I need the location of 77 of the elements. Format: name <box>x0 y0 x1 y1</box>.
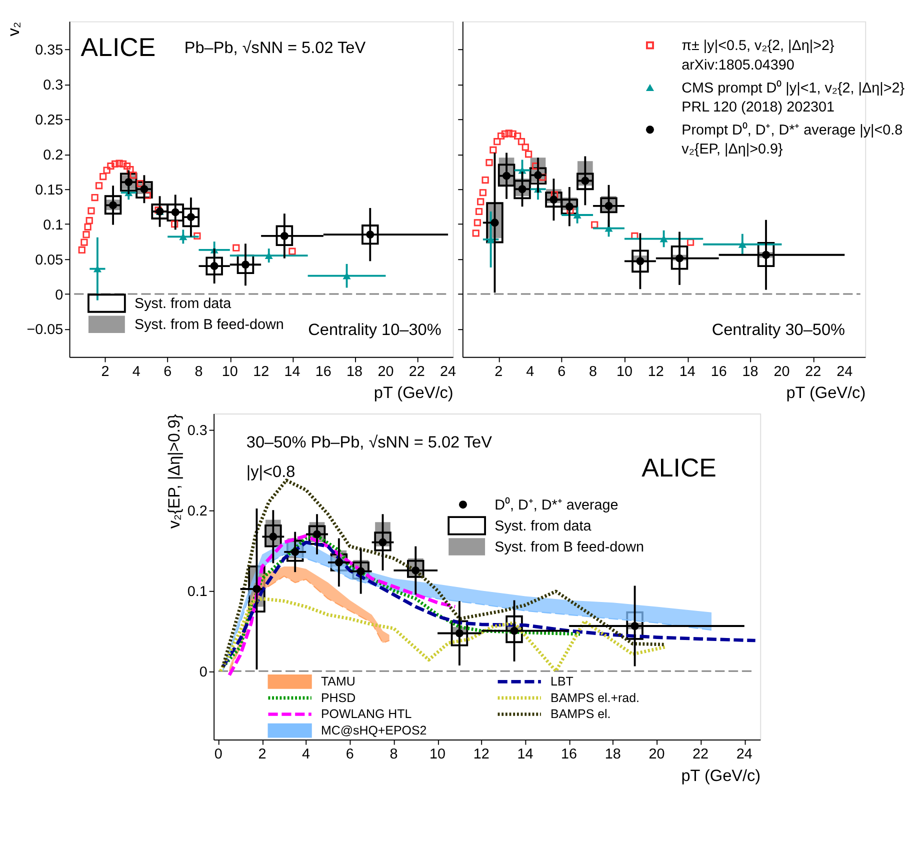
y-tick-label: 0.3 <box>187 422 208 439</box>
y-tick-label: 0.1 <box>43 217 64 234</box>
x-tick-label: 2 <box>494 364 503 380</box>
x-tick-label: 18 <box>346 364 363 380</box>
legend-label: PHSD <box>320 690 356 705</box>
legend-label: π± |y|<0.5, v₂{2, |Δη|>2} arXiv:1805.04390 <box>682 38 834 74</box>
annotation: ALICE <box>80 34 156 62</box>
x-tick-label: 22 <box>805 364 822 380</box>
x-tick-label: 4 <box>526 364 534 380</box>
y-tick-label: 0.3 <box>43 78 64 94</box>
legend-label: Prompt D⁰, D⁺, D*⁺ average |y|<0.8 v₂{EP, |Δη|>0.9} <box>682 121 903 158</box>
x-tick-label: 20 <box>648 746 665 763</box>
x-tick-label: 0 <box>214 746 222 763</box>
x-tick-label: 18 <box>742 364 758 380</box>
legend-label: Syst. from data <box>134 296 232 312</box>
x-tick-label: 10 <box>430 746 446 763</box>
x-tick-label: 10 <box>222 364 238 380</box>
legend-label: POWLANG HTL <box>320 707 412 722</box>
legend-label: BAMPS el. <box>550 707 611 722</box>
annotation: 30–50% Pb–Pb, √sNN = 5.02 TeV <box>246 434 492 452</box>
legend-label: Syst. from data <box>494 518 592 534</box>
legend-label: Syst. from B feed-down <box>494 540 644 556</box>
legend-label: MC@sHQ+EPOS2 <box>320 723 427 738</box>
y-tick-label: 0.05 <box>35 252 64 268</box>
x-tick-label: 6 <box>558 364 566 380</box>
legend-label: D⁰, D⁺, D*⁺ average <box>494 496 618 514</box>
x-tick-label: 24 <box>836 364 853 380</box>
x-tick-label: 14 <box>517 746 534 763</box>
x-tick-label: 8 <box>390 746 398 763</box>
x-tick-label: 10 <box>616 364 632 380</box>
x-tick-label: 20 <box>378 364 394 380</box>
x-tick-label: 22 <box>408 364 425 380</box>
y-tick-label: 0.2 <box>43 147 64 164</box>
annotation: Pb–Pb, √sNN = 5.02 TeV <box>184 38 366 57</box>
x-tick-label: 6 <box>164 364 172 380</box>
y-tick-label: 0.15 <box>35 182 64 198</box>
x-tick-label: 4 <box>302 746 310 763</box>
legend-label: Syst. from B feed-down <box>134 317 284 334</box>
y-tick-label: 0 <box>199 664 208 680</box>
x-tick-label: 2 <box>258 746 266 763</box>
x-tick-label: 12 <box>648 364 664 380</box>
x-axis-title: pT (GeV/c) <box>374 384 454 402</box>
x-tick-label: 16 <box>710 364 727 380</box>
x-tick-label: 16 <box>561 746 578 763</box>
x-tick-label: 14 <box>679 364 696 380</box>
x-tick-label: 4 <box>132 364 140 380</box>
annotation: |y|<0.8 <box>246 462 296 481</box>
annotation: ALICE <box>642 454 716 483</box>
x-tick-label: 16 <box>315 364 332 380</box>
y-tick-label: 0.35 <box>35 42 64 59</box>
y-tick-label: 0.25 <box>35 112 64 128</box>
x-tick-label: 12 <box>473 746 490 763</box>
y-tick-label: 0.1 <box>187 584 208 600</box>
x-tick-label: 24 <box>440 364 456 380</box>
x-tick-label: 24 <box>736 746 752 763</box>
y-axis-title: v₂ <box>5 22 23 36</box>
y-axis-title: v₂{EP, |Δη|>0.9} <box>166 413 184 529</box>
x-tick-label: 8 <box>194 364 203 380</box>
x-tick-label: 2 <box>101 364 110 380</box>
y-tick-label: −0.05 <box>26 322 64 338</box>
x-tick-label: 6 <box>346 746 354 763</box>
y-tick-label: 0 <box>55 287 64 304</box>
legend-label: TAMU <box>320 674 356 688</box>
legend-label: LBT <box>550 674 574 688</box>
x-tick-label: 8 <box>589 364 598 380</box>
x-axis-title: pT (GeV/c) <box>681 766 761 785</box>
x-tick-label: 12 <box>253 364 270 380</box>
x-tick-label: 18 <box>604 746 621 763</box>
x-axis-title: pT (GeV/c) <box>786 384 866 402</box>
legend-label: CMS prompt D⁰ |y|<1, v₂{2, |Δη|>2} PRL 120 (2018) 202301 <box>682 79 905 116</box>
legend-label: BAMPS el.+rad. <box>550 690 640 705</box>
annotation: Centrality 10–30% <box>308 320 442 339</box>
x-tick-label: 20 <box>774 364 790 380</box>
x-tick-label: 22 <box>692 746 709 763</box>
annotation: Centrality 30–50% <box>712 320 846 339</box>
x-tick-label: 14 <box>284 364 300 380</box>
y-tick-label: 0.2 <box>187 503 208 520</box>
